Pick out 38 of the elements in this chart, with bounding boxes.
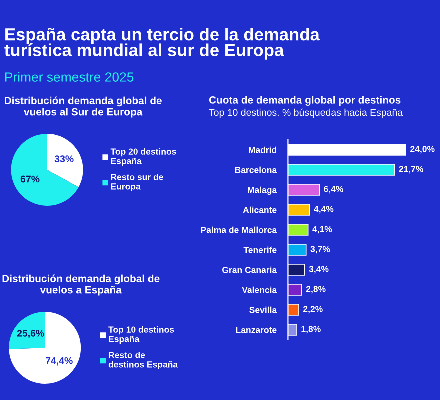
data-label: 25,6% <box>17 330 44 338</box>
data-label: 1,8% <box>302 326 321 334</box>
data-label: 4,4% <box>314 206 334 214</box>
y-tick-label: Madrid <box>248 146 277 154</box>
legend-label: Top 10 destinos España <box>108 326 174 344</box>
pie-slice <box>47 134 84 188</box>
text: Primer semestre 2025 <box>5 72 134 82</box>
legend-label: Resto de destinos España <box>108 352 178 370</box>
data-label: 33% <box>54 156 74 163</box>
chart-title: Distribución demanda global de vuelos al Sur de Europa <box>5 96 162 118</box>
y-tick-label: Tenerife <box>244 246 277 254</box>
data-label: 4,1% <box>312 226 332 234</box>
pie-slice <box>9 312 82 384</box>
data-label: 74,4% <box>46 357 73 366</box>
data-label: 6,4% <box>324 186 344 194</box>
y-tick-label: Gran Canaria <box>222 266 278 274</box>
pie-slice <box>11 134 79 206</box>
data-label: 3,7% <box>310 246 330 254</box>
legend-label: Resto sur de Europa <box>111 174 164 192</box>
chart-subtitle: Top 10 destinos. % búsquedas hacia España <box>209 108 404 118</box>
y-tick-label: Alicante <box>243 206 277 214</box>
y-tick-label: Palma de Mallorca <box>201 226 278 234</box>
y-tick-label: Barcelona <box>235 166 278 174</box>
y-tick-label: Valencia <box>242 286 278 294</box>
data-label: 2,8% <box>306 286 326 294</box>
data-label: 21,7% <box>399 166 424 174</box>
data-label: 3,4% <box>309 266 329 274</box>
data-label: 67% <box>20 176 40 183</box>
pie-slice <box>9 312 46 350</box>
chart-title: Distribución demanda global de vuelos a España <box>2 274 160 296</box>
y-tick-label: Lanzarote <box>236 327 277 334</box>
data-label: 2,2% <box>303 306 323 314</box>
text: España capta un tercio de la demanda turística mundial al sur de Europa <box>4 28 320 60</box>
chart-title: Cuota de demanda global por destinos <box>209 96 401 106</box>
data-label: 24,0% <box>410 146 435 154</box>
legend-label: Top 20 destinos España <box>110 148 176 166</box>
y-tick-label: Malaga <box>248 186 278 196</box>
y-tick-label: Sevilla <box>250 306 278 314</box>
